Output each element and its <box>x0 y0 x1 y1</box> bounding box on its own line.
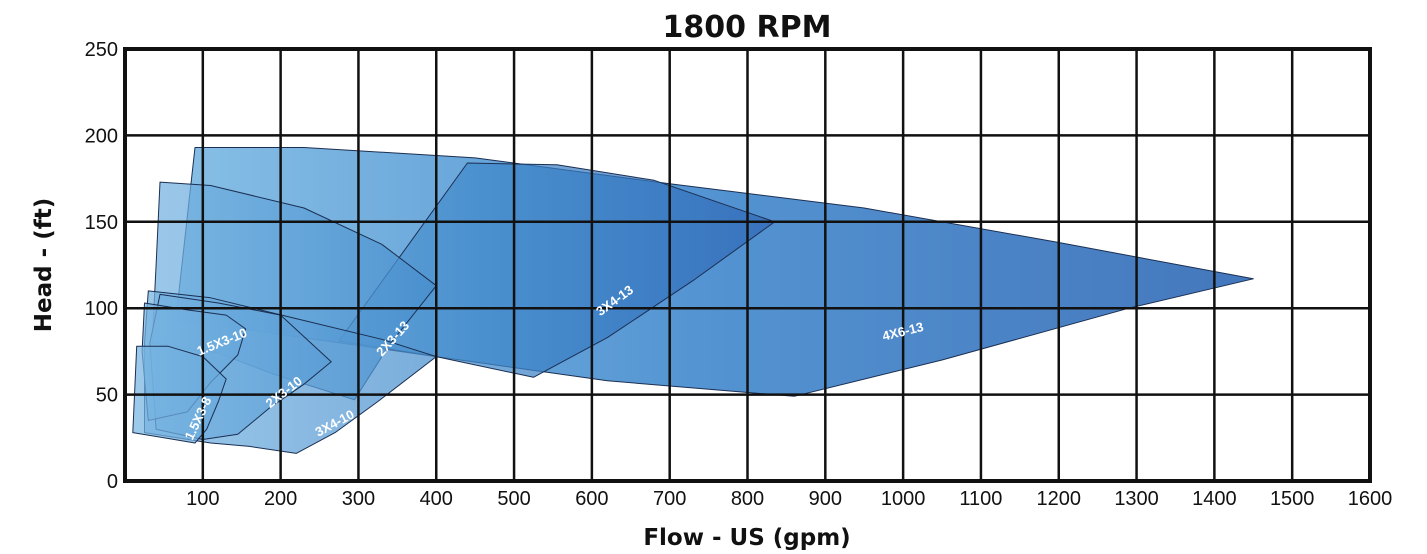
x-tick-label: 1300 <box>1114 488 1159 510</box>
x-tick-label: 1100 <box>959 488 1002 510</box>
y-tick-label: 50 <box>96 385 118 407</box>
x-tick-label: 700 <box>653 488 686 510</box>
x-tick-label: 200 <box>264 488 297 510</box>
x-tick-label: 1400 <box>1192 488 1237 510</box>
regions-layer <box>132 147 1254 454</box>
x-tick-label: 1600 <box>1348 488 1393 510</box>
grid-layer <box>125 49 1370 481</box>
chart-title: 1800 RPM <box>663 10 832 45</box>
y-tick-label: 250 <box>85 39 118 61</box>
y-axis-title: Head - (ft) <box>31 198 57 332</box>
x-tick-label: 600 <box>575 488 608 510</box>
y-tick-label: 0 <box>107 471 118 493</box>
y-tick-labels: 0 50 100 150 200 250 <box>85 39 118 493</box>
x-tick-label: 1200 <box>1037 488 1082 510</box>
y-tick-label: 200 <box>85 125 118 147</box>
x-tick-label: 900 <box>809 488 842 510</box>
x-tick-label: 1500 <box>1270 488 1315 510</box>
x-tick-label: 800 <box>731 488 764 510</box>
x-axis-title: Flow - US (gpm) <box>643 525 850 551</box>
x-tick-label: 300 <box>342 488 375 510</box>
y-tick-label: 100 <box>85 298 118 320</box>
x-tick-label: 500 <box>497 488 530 510</box>
x-tick-labels: 100 200 300 400 500 600 700 800 900 1000 1100 1200 1… <box>186 488 1392 510</box>
x-tick-label: 400 <box>420 488 453 510</box>
x-tick-label: 1000 <box>881 488 926 510</box>
plot-frame <box>123 47 1372 483</box>
y-tick-label: 150 <box>85 212 118 234</box>
x-tick-label: 100 <box>186 488 219 510</box>
